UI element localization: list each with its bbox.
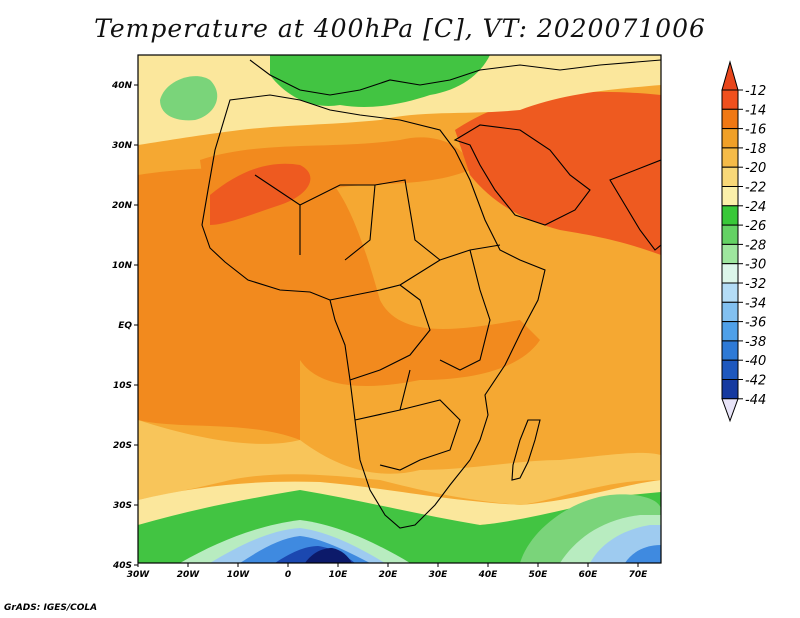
east-borders	[439, 249, 491, 371]
coastlines	[201, 59, 661, 529]
lat-label-10s: 10S	[113, 381, 132, 391]
lon-label-10w: 10W	[227, 570, 251, 580]
colorbar-label: -36	[745, 316, 766, 331]
field-hot-arabia	[455, 91, 661, 255]
lon-label-40e: 40E	[478, 570, 499, 580]
colorbar-swatch	[721, 186, 739, 207]
lon-label-60e: 60E	[579, 570, 599, 580]
colorbar-label: -20	[745, 161, 766, 176]
colorbar-swatch	[721, 128, 739, 149]
colorbar-swatch	[721, 359, 739, 381]
colorbar-label: -40	[745, 354, 766, 369]
europe-coastline	[249, 59, 661, 96]
colorbar-swatch	[721, 340, 739, 361]
lon-label-10e: 10E	[329, 570, 349, 580]
lat-label-eq: EQ	[118, 321, 132, 331]
lon-label-50e: 50E	[529, 570, 549, 580]
india-coastline	[609, 159, 661, 251]
field-warm-west	[138, 160, 540, 440]
map-title: Temperature at 400hPa [C], VT: 202007100…	[94, 14, 706, 43]
colorbar-label: -34	[745, 296, 766, 311]
lat-label-20s: 20S	[113, 441, 132, 451]
lon-label-20e: 20E	[379, 570, 399, 580]
lon-label-20w: 20W	[177, 570, 201, 580]
colorbar-swatch	[721, 282, 739, 303]
colorbar-label: -44	[745, 393, 766, 408]
colorbar-swatch	[721, 379, 739, 400]
field-pale-southern-band	[138, 480, 661, 525]
colorbar-label: -30	[745, 258, 766, 273]
colorbar-label: -38	[745, 335, 766, 350]
field-blue-se	[625, 545, 661, 563]
colorbar-label: -42	[745, 374, 766, 389]
lat-label-30s: 30S	[113, 501, 132, 511]
colorbar-label: -26	[745, 219, 766, 234]
colorbar-top-arrow	[721, 60, 739, 91]
lat-label-30n: 30N	[112, 141, 133, 151]
africa-coastline	[201, 94, 546, 529]
lon-label-0: 0	[285, 570, 291, 580]
field-hot-sahel	[210, 163, 311, 225]
colorbar-swatch	[721, 321, 739, 342]
colorbar-label: -18	[745, 142, 766, 157]
colorbar-swatch	[721, 205, 739, 226]
colorbar-swatch	[721, 166, 739, 187]
colorbar-label: -28	[745, 238, 766, 253]
lon-label-30e: 30E	[429, 570, 449, 580]
colorbar: -12 -14 -16 -18 -20 -22 -24 -26 -28 -30 -32 -34 -36 -…	[721, 60, 766, 423]
temperature-field	[138, 55, 661, 563]
colorbar-swatch	[721, 301, 739, 323]
colorbar-swatch	[721, 108, 739, 130]
colorbar-label: -14	[745, 103, 766, 118]
central-borders	[329, 244, 501, 381]
southern-borders	[354, 369, 461, 471]
lon-label-30w: 30W	[127, 570, 151, 580]
colorbar-label: -24	[745, 200, 766, 215]
colorbar-bottom-arrow	[721, 398, 739, 423]
field-mild-south	[138, 420, 661, 505]
credit-label: GrADS: IGES/COLA	[4, 603, 98, 613]
colorbar-swatch	[721, 147, 739, 168]
colorbar-label: -16	[745, 123, 766, 138]
lat-label-20n: 20N	[112, 201, 133, 211]
colorbar-swatch	[721, 89, 739, 110]
colorbar-swatch	[721, 224, 739, 245]
colorbar-swatch	[721, 263, 739, 284]
colorbar-swatch	[721, 243, 739, 265]
plot-frame	[137, 54, 662, 564]
colorbar-label: -22	[745, 181, 766, 196]
field-navy-south	[305, 548, 352, 563]
axis-ticks: 30W 20W 10W 0 10E 20E 30E 40E 50E 60E 70E 40N 30N 20N…	[111, 81, 648, 580]
lon-label-70e: 70E	[629, 570, 649, 580]
colorbar-label: -12	[745, 84, 766, 99]
sahara-borders	[254, 174, 441, 261]
madagascar-coastline	[511, 419, 541, 481]
lat-label-40n: 40N	[111, 81, 133, 91]
field-green-atlantic	[160, 76, 218, 121]
lat-label-40s: 40S	[112, 561, 132, 571]
colorbar-label: -32	[745, 277, 766, 292]
lat-label-10n: 10N	[112, 261, 133, 271]
arabia-coastline	[453, 124, 591, 226]
